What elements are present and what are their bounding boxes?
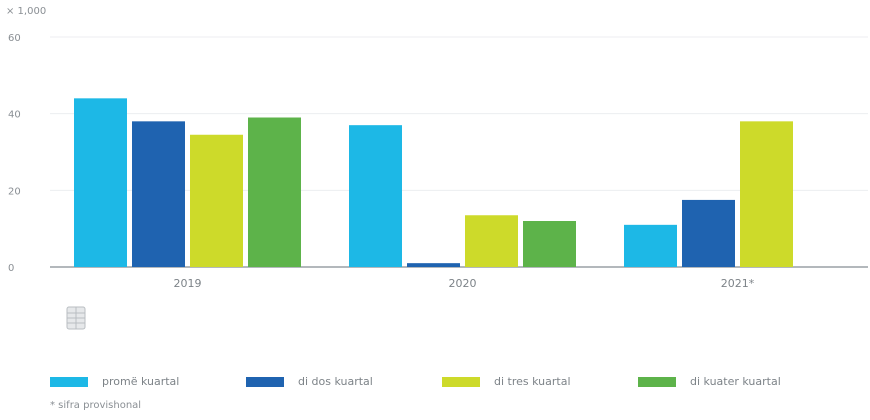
bar[interactable] <box>624 224 677 267</box>
bar[interactable] <box>682 199 735 267</box>
y-tick-label: 40 <box>8 110 21 121</box>
x-tick-labels: 2019 2020 2021* <box>174 277 755 290</box>
bar[interactable] <box>132 121 185 267</box>
y-tick-label: 60 <box>8 33 21 44</box>
x-tick-label: 2019 <box>174 277 202 290</box>
legend-label: di tres kuartal <box>494 375 571 388</box>
legend-item: di kuater kuartal <box>638 375 834 388</box>
y-tick-labels: 0 20 40 60 <box>8 33 21 274</box>
bar-chart: 0 20 40 60 2019 2020 2021* <box>8 33 868 290</box>
footnote: * sifra provishonal <box>50 400 142 411</box>
legend-item: di tres kuartal <box>442 375 638 388</box>
bar[interactable] <box>190 134 243 267</box>
legend-item: promë kuartal <box>50 375 246 388</box>
legend-label: di kuater kuartal <box>690 375 781 388</box>
bar[interactable] <box>349 125 402 268</box>
y-tick-label: 20 <box>8 186 21 197</box>
legend-label: di dos kuartal <box>298 375 373 388</box>
legend-label: promë kuartal <box>102 375 180 388</box>
bar[interactable] <box>74 98 127 267</box>
bars <box>74 98 793 268</box>
y-tick-label: 0 <box>8 263 14 274</box>
bar[interactable] <box>248 117 301 268</box>
bar[interactable] <box>465 215 518 267</box>
bar[interactable] <box>740 121 793 267</box>
legend: promë kuartal di dos kuartal di tres kua… <box>50 375 834 388</box>
table-icon[interactable] <box>66 306 86 334</box>
bar[interactable] <box>523 221 576 267</box>
legend-swatch <box>246 376 284 387</box>
bar[interactable] <box>407 263 460 267</box>
legend-swatch <box>442 376 480 387</box>
legend-item: di dos kuartal <box>246 375 442 388</box>
legend-swatch <box>638 376 676 387</box>
x-tick-label: 2021* <box>721 277 755 290</box>
x-tick-label: 2020 <box>449 277 477 290</box>
legend-swatch <box>50 376 88 387</box>
y-unit-label: × 1,000 <box>6 6 47 17</box>
